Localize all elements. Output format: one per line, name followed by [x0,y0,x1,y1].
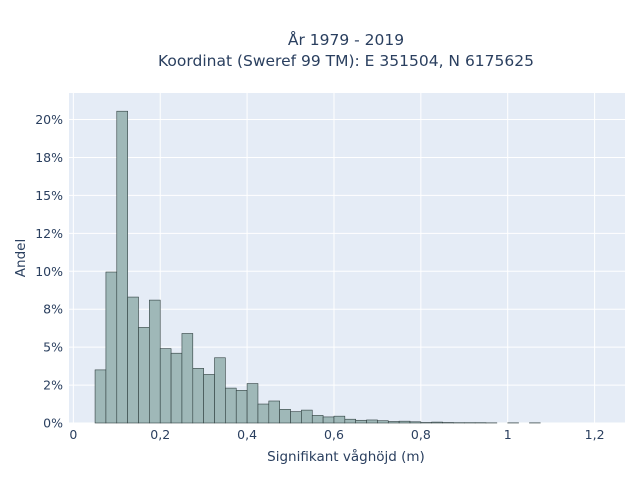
histogram-bar [291,412,302,423]
histogram-bar [377,421,388,423]
histogram-bar [399,421,410,423]
histogram-bar [139,327,150,423]
histogram-bar [432,422,443,423]
x-tick-label: 1,2 [585,427,605,442]
y-tick-label: 20% [35,112,63,127]
chart-title-line-2: Koordinat (Sweref 99 TM): E 351504, N 61… [158,52,534,70]
histogram-bar [388,421,399,423]
histogram-bar [323,417,334,423]
y-tick-label: 18% [35,150,63,165]
x-axis-title: Signifikant våghöjd (m) [267,448,425,465]
histogram-bar [367,420,378,423]
histogram-bar [269,401,280,423]
histogram-bar [258,404,269,423]
x-tick-label: 0,6 [324,427,344,442]
x-tick-label: 0 [69,427,77,442]
y-tick-label: 12% [35,226,63,241]
histogram-bar [95,370,106,423]
histogram-bar [312,415,323,423]
histogram-bar [280,409,291,423]
histogram-bar [334,416,345,423]
histogram-bar [106,272,117,423]
y-tick-label: 5% [43,340,63,355]
y-tick-label: 2% [43,378,63,393]
histogram-bar [225,388,236,423]
y-tick-label: 10% [35,264,63,279]
x-tick-label: 0,2 [150,427,170,442]
histogram-bar [301,410,312,423]
x-tick-label: 1 [504,427,512,442]
histogram-bar [128,297,139,423]
histogram-bar [356,420,367,423]
histogram-bar [410,422,421,423]
chart-title-line-1: År 1979 - 2019 [288,30,404,49]
y-axis-title: Andel [13,239,29,277]
y-tick-label: 8% [43,302,63,317]
histogram-bar [193,368,204,423]
histogram-bar [182,333,193,423]
histogram-bar [345,419,356,423]
x-tick-label: 0,4 [237,427,257,442]
y-tick-label: 15% [35,188,63,203]
histogram-bar [117,111,128,423]
histogram-bar [160,349,171,423]
histogram-bar [149,300,160,423]
histogram-bar [215,358,226,423]
y-tick-label: 0% [43,416,63,431]
histogram-bar [236,390,247,423]
x-tick-label: 0,8 [411,427,431,442]
histogram-bar [171,353,182,423]
histogram-bar [247,384,258,423]
histogram-bar [204,374,215,423]
